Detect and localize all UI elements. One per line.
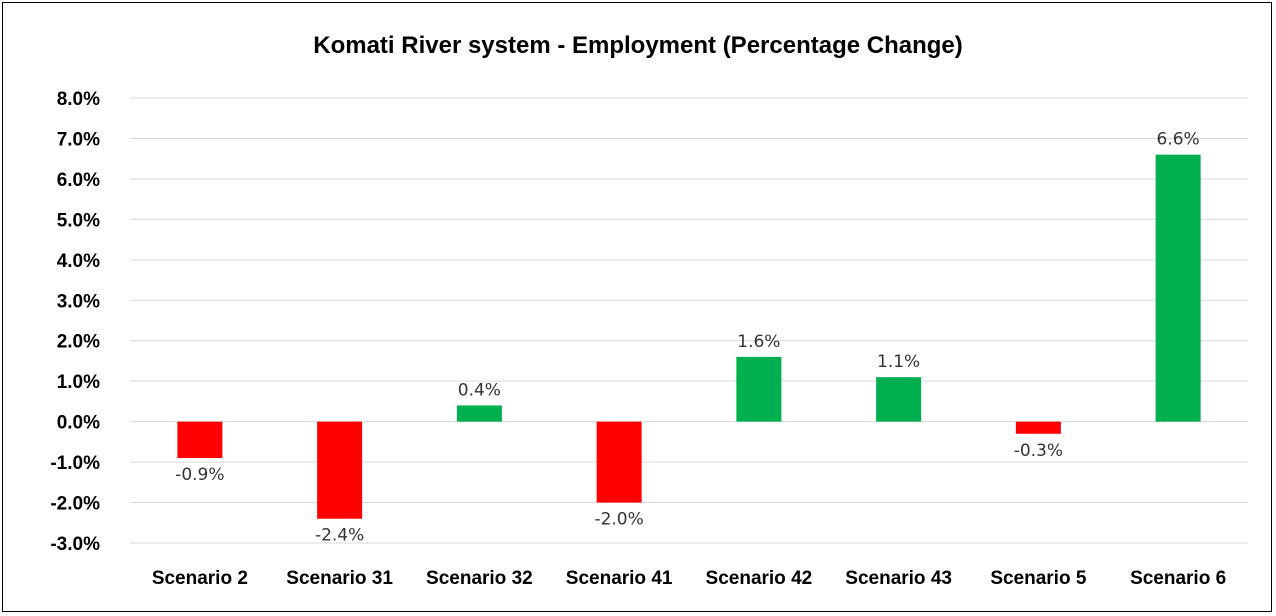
x-tick-label: Scenario 31: [286, 568, 393, 589]
y-tick-label: 1.0%: [57, 372, 100, 393]
chart-title: Komati River system - Employment (Percen…: [313, 32, 963, 59]
x-tick-label: Scenario 6: [1130, 568, 1226, 589]
x-tick-label: Scenario 2: [152, 568, 248, 589]
bar: [1015, 421, 1061, 434]
x-tick-label: Scenario 41: [566, 568, 673, 589]
y-tick-label: 6.0%: [57, 170, 100, 191]
y-tick-label: 4.0%: [57, 251, 100, 272]
bar: [177, 421, 223, 459]
x-tick-label: Scenario 5: [990, 568, 1087, 589]
data-label: 1.6%: [737, 332, 780, 352]
y-tick-label: 0.0%: [57, 413, 100, 434]
y-tick-label: -3.0%: [50, 534, 100, 555]
data-label: -0.3%: [1014, 441, 1063, 461]
data-label: -0.9%: [175, 465, 224, 485]
y-tick-label: 2.0%: [57, 332, 100, 353]
x-tick-label: Scenario 32: [426, 568, 533, 589]
bar: [876, 377, 922, 422]
y-tick-label: -1.0%: [50, 453, 100, 474]
data-label: -2.0%: [594, 510, 643, 530]
y-tick-label: 3.0%: [57, 291, 100, 312]
data-label: 0.4%: [458, 380, 501, 400]
bar: [1155, 154, 1201, 422]
x-tick-label: Scenario 43: [845, 568, 952, 589]
bar: [596, 421, 642, 503]
data-label: 1.1%: [877, 352, 920, 372]
y-tick-label: -2.0%: [50, 494, 100, 515]
y-tick-label: 5.0%: [57, 210, 100, 231]
y-tick-label: 7.0%: [57, 129, 100, 150]
data-label: 6.6%: [1157, 130, 1200, 150]
y-tick-label: 8.0%: [57, 89, 100, 110]
bar: [317, 421, 363, 519]
x-tick-label: Scenario 42: [706, 568, 813, 589]
data-label: -2.4%: [315, 526, 364, 546]
bar: [736, 356, 782, 422]
bar: [456, 405, 502, 422]
